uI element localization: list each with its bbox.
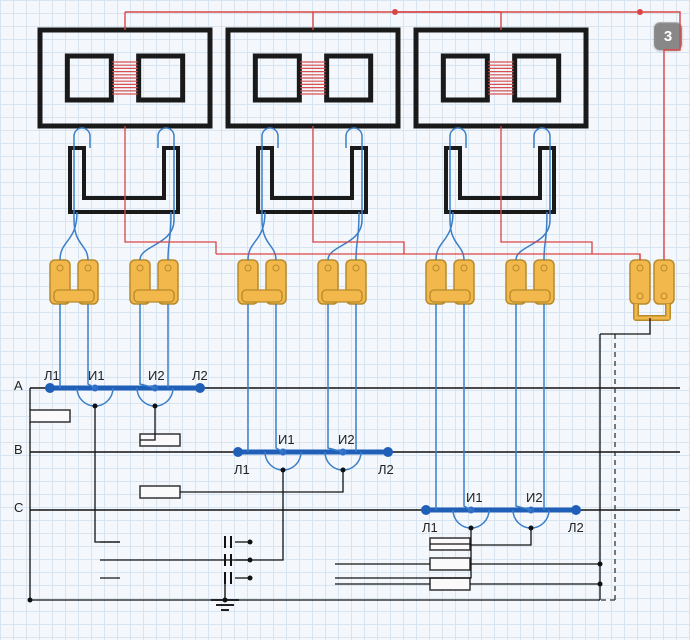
diagram-canvas: 3 A B C Л1 И1 И2 Л2 И1 И2 Л1 Л2 И1 И2 Л1… bbox=[0, 0, 690, 640]
schematic-svg bbox=[0, 0, 690, 640]
